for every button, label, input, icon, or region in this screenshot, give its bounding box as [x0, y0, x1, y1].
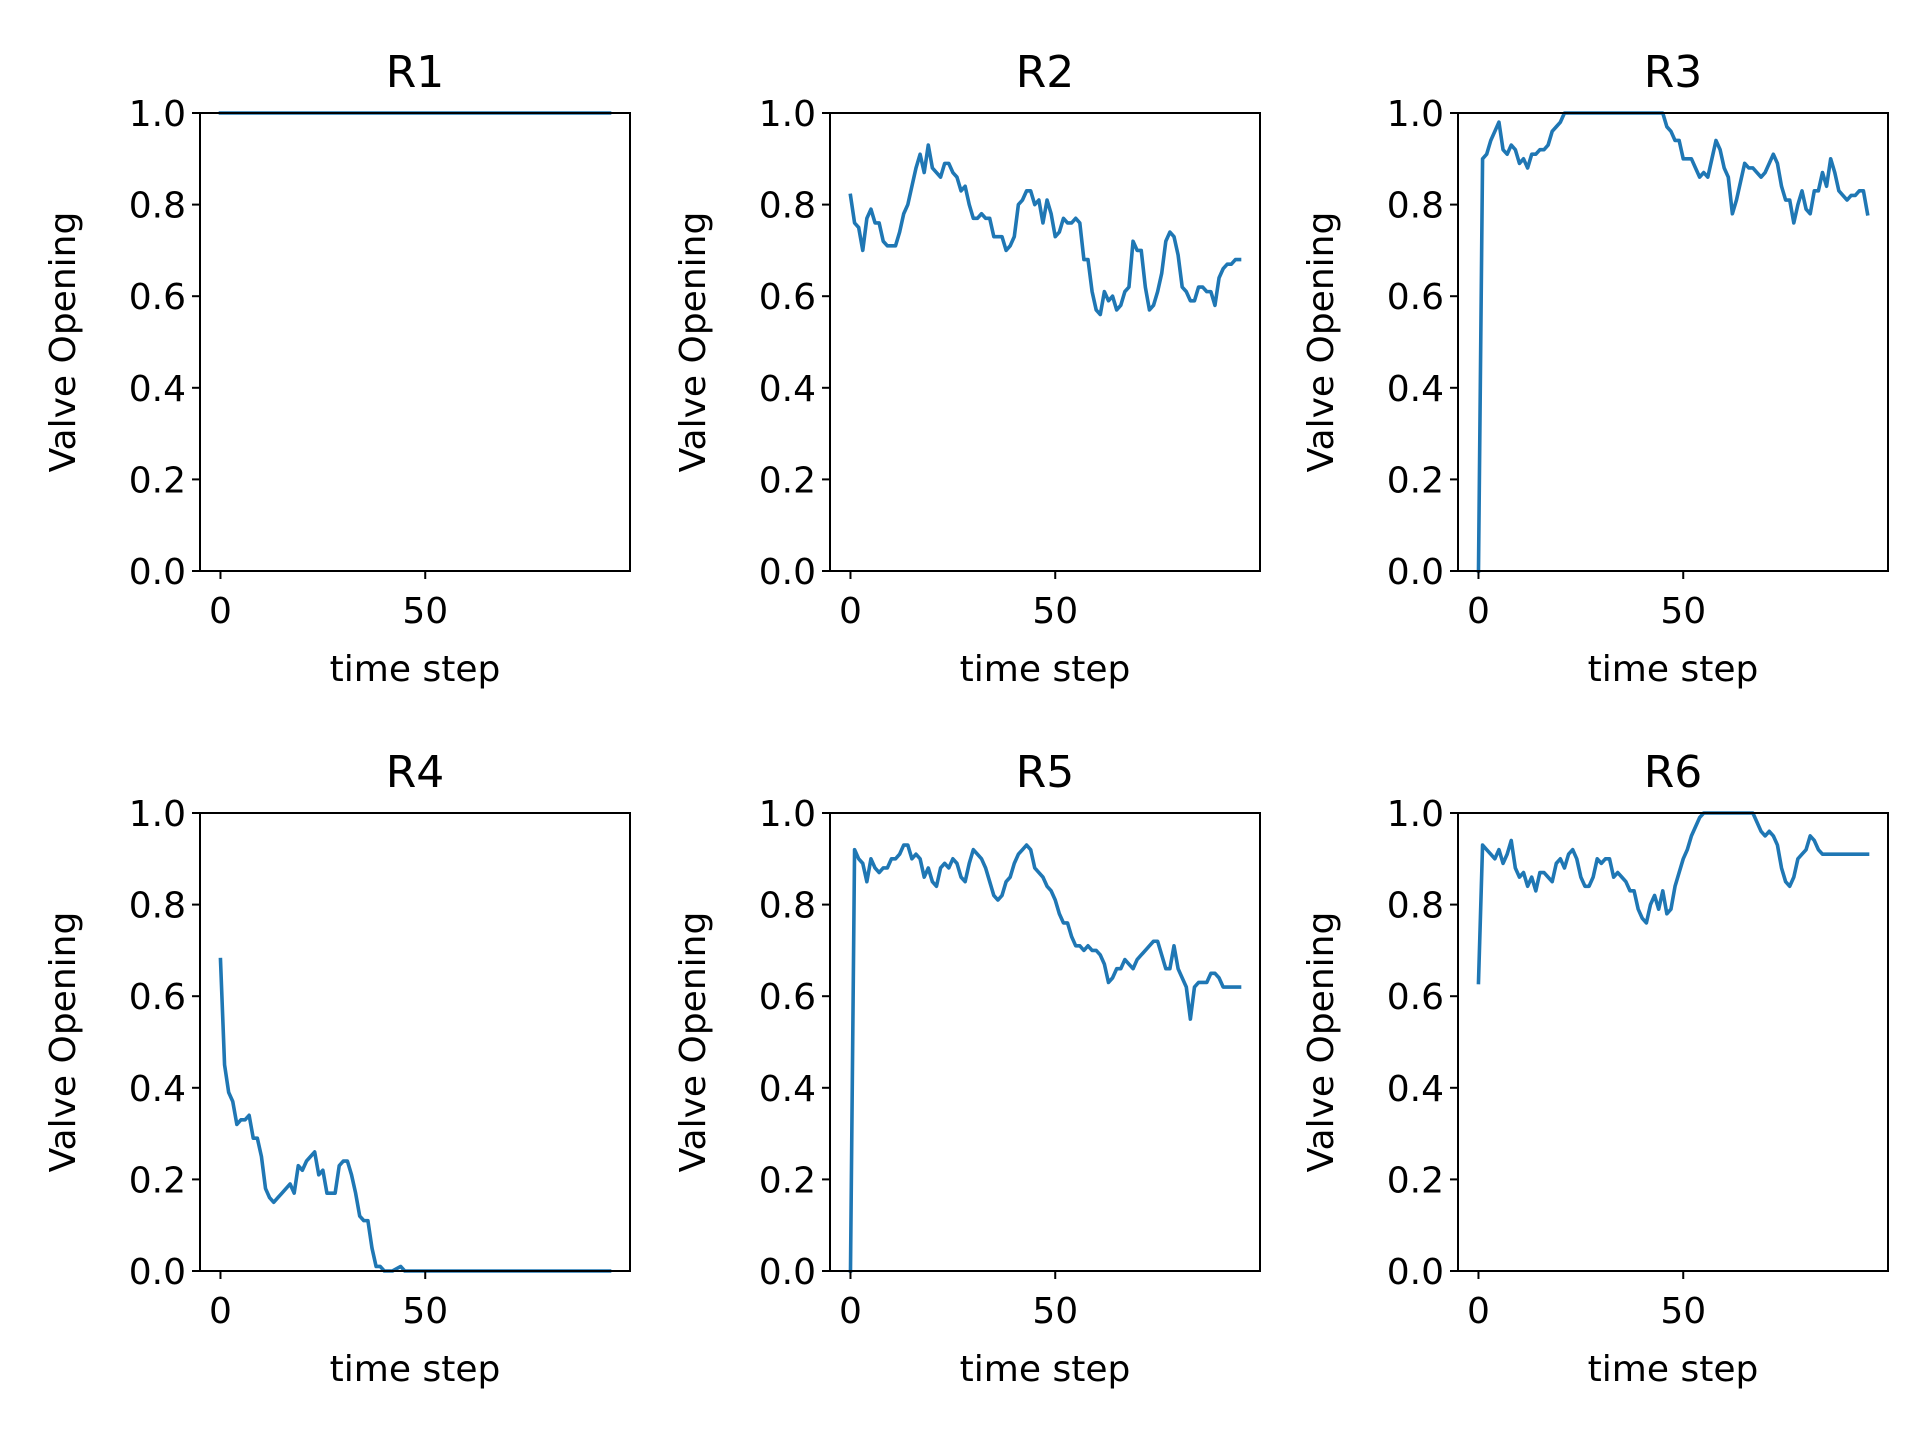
chart-3-ytick-label: 0.8: [1387, 186, 1444, 227]
chart-2-ytick-label: 0.6: [759, 277, 816, 318]
chart-2-series-line: [848, 143, 1242, 317]
chart-6-ytick-label: 0.6: [1387, 977, 1444, 1018]
chart-5-ytick-label: 0.2: [759, 1160, 816, 1201]
chart-4-ytick-label: 0.2: [129, 1160, 186, 1201]
chart-1-ytick-label: 0.2: [129, 460, 186, 501]
chart-3-xtick-label: 0: [1467, 591, 1490, 632]
chart-2-ytick-label: 1.0: [759, 94, 816, 135]
chart-5-ytick-label: 1.0: [759, 794, 816, 835]
chart-5-xtick-label: 50: [1032, 1291, 1078, 1332]
chart-4-xtick-label: 50: [402, 1291, 448, 1332]
chart-2-ytick-label: 0.8: [759, 186, 816, 227]
chart-1-xlabel: time step: [330, 649, 501, 690]
chart-5-axes-frame: [829, 812, 1261, 1272]
chart-3-axes-frame: [1457, 112, 1889, 572]
chart-5: R5 0.0 0.2 0.4 0.6 0.8 1.0 0 50 time step Valve Op…: [673, 747, 1261, 1390]
chart-3-xtick-label: 50: [1660, 591, 1706, 632]
chart-4-ytick-label: 0.8: [129, 886, 186, 927]
chart-4-xtick-label: 0: [209, 1291, 232, 1332]
chart-6: R6 0.0 0.2 0.4 0.6 0.8 1.0 0 50 time step Valve Op…: [1301, 747, 1889, 1390]
chart-1-axes-frame: [199, 112, 631, 572]
chart-4-ytick-label: 0.0: [129, 1252, 186, 1293]
chart-4-ytick-label: 0.6: [129, 977, 186, 1018]
chart-3-ytick-label: 0.6: [1387, 277, 1444, 318]
chart-4-ylabel: Valve Opening: [43, 912, 84, 1173]
chart-4-ytick-label: 0.4: [129, 1069, 186, 1110]
chart-3-title: R3: [1644, 47, 1703, 98]
chart-5-ytick-label: 0.4: [759, 1069, 816, 1110]
chart-6-ytick-label: 0.2: [1387, 1160, 1444, 1201]
chart-3-ytick-label: 0.4: [1387, 369, 1444, 410]
chart-2-ytick-label: 0.0: [759, 552, 816, 593]
chart-6-ytick-label: 1.0: [1387, 794, 1444, 835]
chart-6-ylabel: Valve Opening: [1301, 912, 1342, 1173]
chart-1-ytick-label: 1.0: [129, 94, 186, 135]
chart-6-title: R6: [1644, 747, 1703, 798]
chart-1: R1 0.0 0.2 0.4 0.6 0.8 1.0 0 50 time step Valve Op…: [43, 47, 631, 690]
chart-6-ytick-label: 0.4: [1387, 1069, 1444, 1110]
chart-5-ylabel: Valve Opening: [673, 912, 714, 1173]
chart-5-ytick-label: 0.8: [759, 886, 816, 927]
chart-2-ytick-label: 0.2: [759, 460, 816, 501]
chart-4-xlabel: time step: [330, 1349, 501, 1390]
chart-1-xtick-label: 50: [402, 591, 448, 632]
chart-1-xtick-label: 0: [209, 591, 232, 632]
chart-6-xtick-label: 50: [1660, 1291, 1706, 1332]
chart-1-ytick-label: 0.8: [129, 186, 186, 227]
chart-2-title: R2: [1016, 47, 1075, 98]
chart-6-axes-frame: [1457, 812, 1889, 1272]
chart-3: R3 0.0 0.2 0.4 0.6 0.8 1.0 0 50 time step Valve Op…: [1301, 47, 1889, 690]
chart-1-ytick-label: 0.0: [129, 552, 186, 593]
chart-5-xtick-label: 0: [839, 1291, 862, 1332]
chart-2: R2 0.0 0.2 0.4 0.6 0.8 1.0 0 50 time step Valve Op…: [673, 47, 1261, 690]
chart-5-title: R5: [1016, 747, 1075, 798]
chart-2-xtick-label: 0: [839, 591, 862, 632]
chart-2-xlabel: time step: [960, 649, 1131, 690]
chart-6-series-line: [1476, 811, 1870, 985]
chart-6-ytick-label: 0.8: [1387, 886, 1444, 927]
chart-2-xtick-label: 50: [1032, 591, 1078, 632]
chart-1-title: R1: [386, 47, 445, 98]
chart-5-xlabel: time step: [960, 1349, 1131, 1390]
chart-2-ylabel: Valve Opening: [673, 212, 714, 473]
chart-1-ytick-label: 0.6: [129, 277, 186, 318]
chart-2-axes-frame: [829, 112, 1261, 572]
chart-3-ylabel: Valve Opening: [1301, 212, 1342, 473]
chart-6-xtick-label: 0: [1467, 1291, 1490, 1332]
chart-5-series-line: [848, 843, 1242, 1273]
chart-4: R4 0.0 0.2 0.4 0.6 0.8 1.0 0 50 time step Valve Op…: [43, 747, 631, 1390]
chart-3-series-line: [1476, 111, 1870, 573]
chart-1-ytick-label: 0.4: [129, 369, 186, 410]
chart-4-ytick-label: 1.0: [129, 794, 186, 835]
chart-3-ytick-label: 1.0: [1387, 94, 1444, 135]
chart-2-ytick-label: 0.4: [759, 369, 816, 410]
chart-3-ytick-label: 0.0: [1387, 552, 1444, 593]
chart-4-series-line: [218, 957, 612, 1273]
chart-4-axes-frame: [199, 812, 631, 1272]
chart-3-xlabel: time step: [1588, 649, 1759, 690]
chart-1-ylabel: Valve Opening: [43, 212, 84, 473]
chart-5-ytick-label: 0.6: [759, 977, 816, 1018]
chart-4-title: R4: [386, 747, 445, 798]
chart-6-xlabel: time step: [1588, 1349, 1759, 1390]
chart-6-ytick-label: 0.0: [1387, 1252, 1444, 1293]
chart-3-ytick-label: 0.2: [1387, 460, 1444, 501]
chart-5-ytick-label: 0.0: [759, 1252, 816, 1293]
